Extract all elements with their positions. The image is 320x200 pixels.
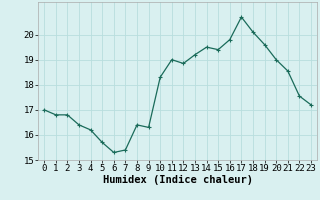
X-axis label: Humidex (Indice chaleur): Humidex (Indice chaleur): [103, 175, 252, 185]
